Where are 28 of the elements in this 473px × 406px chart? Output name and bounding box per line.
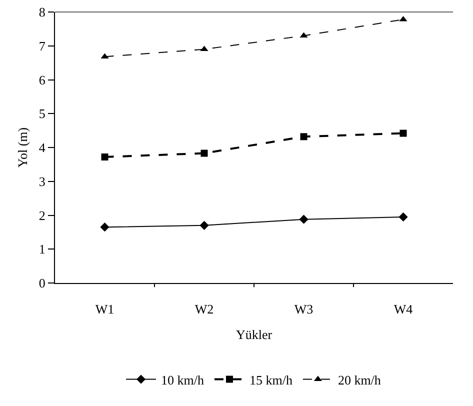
- point: [200, 46, 208, 52]
- y-tick-label: 2: [38, 208, 46, 223]
- point: [399, 16, 408, 22]
- point: [101, 153, 108, 160]
- y-tick-label: 8: [38, 4, 46, 20]
- x-axis-title: Yükler: [236, 327, 273, 342]
- y-axis-title: Yol (m): [14, 127, 30, 168]
- legend-label: 20 km/h: [338, 372, 382, 388]
- legend-label: 15 km/h: [249, 372, 293, 388]
- x-tick-label: W2: [194, 302, 214, 317]
- y-tick-label: 1: [38, 242, 46, 257]
- point: [400, 130, 407, 137]
- y-tick-label: 7: [38, 38, 46, 54]
- legend-label: 10 km/h: [161, 372, 204, 388]
- point: [299, 214, 308, 224]
- point: [100, 222, 110, 232]
- y-tick-label: 6: [38, 72, 46, 88]
- y-tick-label: 0: [38, 276, 46, 291]
- y-tick-label: 5: [38, 106, 46, 122]
- y-tick-label: 3: [38, 174, 46, 189]
- x-tick-label: W3: [294, 302, 314, 317]
- point: [200, 150, 208, 157]
- y-tick-label: 4: [38, 140, 46, 156]
- x-tick-label: W4: [394, 302, 414, 317]
- point: [300, 133, 308, 140]
- x-tick-label: W1: [95, 302, 114, 317]
- point: [200, 220, 209, 230]
- point: [398, 212, 408, 222]
